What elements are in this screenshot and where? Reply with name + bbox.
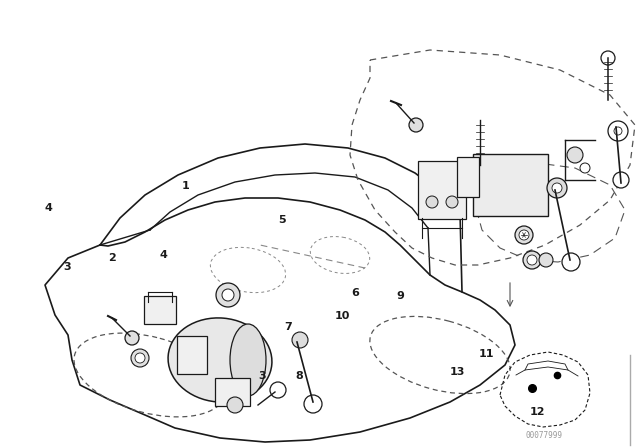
Circle shape bbox=[216, 283, 240, 307]
Text: 13: 13 bbox=[450, 367, 465, 377]
Circle shape bbox=[446, 196, 458, 208]
Text: 3: 3 bbox=[259, 371, 266, 381]
Circle shape bbox=[567, 147, 583, 163]
Circle shape bbox=[131, 349, 149, 367]
Bar bbox=[177, 336, 207, 374]
Circle shape bbox=[614, 127, 622, 135]
Text: 7: 7 bbox=[284, 322, 292, 332]
Circle shape bbox=[613, 172, 629, 188]
Circle shape bbox=[135, 353, 145, 363]
Circle shape bbox=[473, 163, 487, 177]
Circle shape bbox=[523, 251, 541, 269]
Text: 8: 8 bbox=[296, 371, 303, 381]
Text: 10: 10 bbox=[335, 311, 350, 321]
Circle shape bbox=[270, 382, 286, 398]
Text: 11: 11 bbox=[479, 349, 494, 359]
Ellipse shape bbox=[230, 324, 266, 396]
Ellipse shape bbox=[516, 155, 548, 215]
Text: 2: 2 bbox=[108, 253, 116, 263]
Circle shape bbox=[547, 178, 567, 198]
Text: 6: 6 bbox=[351, 289, 359, 298]
Circle shape bbox=[539, 253, 553, 267]
Circle shape bbox=[608, 121, 628, 141]
Bar bbox=[418, 161, 466, 219]
Circle shape bbox=[519, 230, 529, 240]
Text: 5: 5 bbox=[278, 215, 285, 224]
Circle shape bbox=[552, 183, 562, 193]
Text: 3: 3 bbox=[63, 262, 71, 271]
Circle shape bbox=[227, 397, 243, 413]
Bar bbox=[214, 378, 250, 406]
Bar bbox=[472, 154, 547, 216]
Ellipse shape bbox=[476, 159, 500, 211]
Circle shape bbox=[125, 331, 139, 345]
Ellipse shape bbox=[168, 318, 272, 402]
Circle shape bbox=[562, 253, 580, 271]
Text: 4: 4 bbox=[44, 203, 52, 213]
Circle shape bbox=[222, 289, 234, 301]
Circle shape bbox=[304, 395, 322, 413]
Bar bbox=[457, 157, 479, 197]
Text: 4: 4 bbox=[159, 250, 167, 260]
Circle shape bbox=[527, 255, 537, 265]
Text: 00077999: 00077999 bbox=[525, 431, 563, 439]
Circle shape bbox=[601, 51, 615, 65]
Text: 1: 1 bbox=[182, 181, 189, 191]
Bar bbox=[144, 296, 176, 324]
Text: 9: 9 bbox=[396, 291, 404, 301]
Text: 12: 12 bbox=[530, 407, 545, 417]
Circle shape bbox=[426, 196, 438, 208]
Circle shape bbox=[409, 118, 423, 132]
Circle shape bbox=[515, 226, 533, 244]
Circle shape bbox=[580, 163, 590, 173]
Circle shape bbox=[292, 332, 308, 348]
